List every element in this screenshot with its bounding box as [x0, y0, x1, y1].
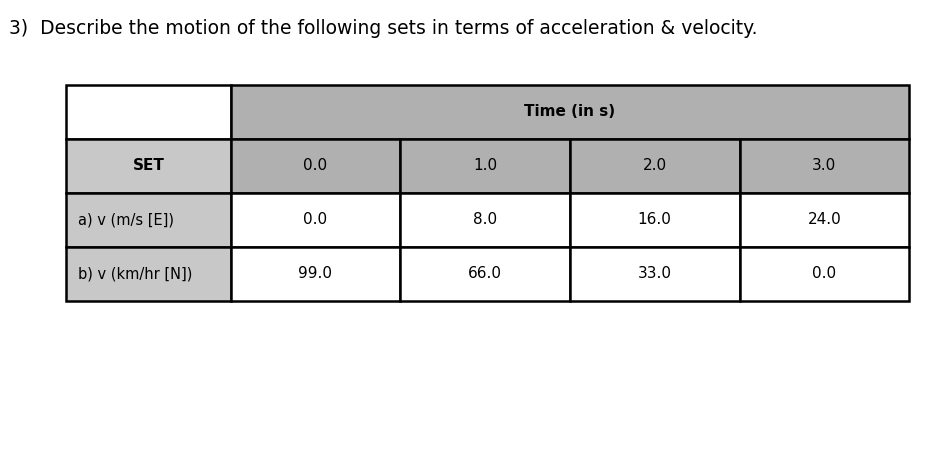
Bar	[401, 193, 570, 247]
Bar	[570, 193, 740, 247]
Text: 66.0: 66.0	[468, 266, 502, 281]
Text: 99.0: 99.0	[298, 266, 332, 281]
Bar	[231, 139, 401, 193]
Bar	[740, 139, 909, 193]
Bar	[66, 193, 231, 247]
Text: a) v (m/s [E]): a) v (m/s [E])	[78, 212, 173, 227]
Text: b) v (km/hr [N]): b) v (km/hr [N])	[78, 266, 192, 281]
Text: 16.0: 16.0	[637, 212, 671, 227]
Bar	[231, 247, 401, 301]
Bar	[66, 139, 231, 193]
Bar	[401, 139, 570, 193]
Bar	[740, 247, 909, 301]
Bar	[66, 247, 231, 301]
Text: 2.0: 2.0	[643, 158, 667, 173]
Text: 0.0: 0.0	[303, 158, 328, 173]
Text: 8.0: 8.0	[473, 212, 497, 227]
Bar	[66, 85, 231, 139]
Text: 0.0: 0.0	[813, 266, 836, 281]
Text: 1.0: 1.0	[473, 158, 497, 173]
Bar	[231, 85, 909, 139]
Text: 0.0: 0.0	[303, 212, 328, 227]
Text: Time (in s): Time (in s)	[525, 104, 616, 119]
Bar	[740, 193, 909, 247]
Bar	[570, 247, 740, 301]
Bar	[231, 193, 401, 247]
Text: 33.0: 33.0	[637, 266, 671, 281]
Bar	[401, 247, 570, 301]
Text: 3)  Describe the motion of the following sets in terms of acceleration & velocit: 3) Describe the motion of the following …	[9, 19, 758, 38]
Text: SET: SET	[133, 158, 165, 173]
Text: 24.0: 24.0	[808, 212, 841, 227]
Text: 3.0: 3.0	[813, 158, 836, 173]
Bar	[570, 139, 740, 193]
